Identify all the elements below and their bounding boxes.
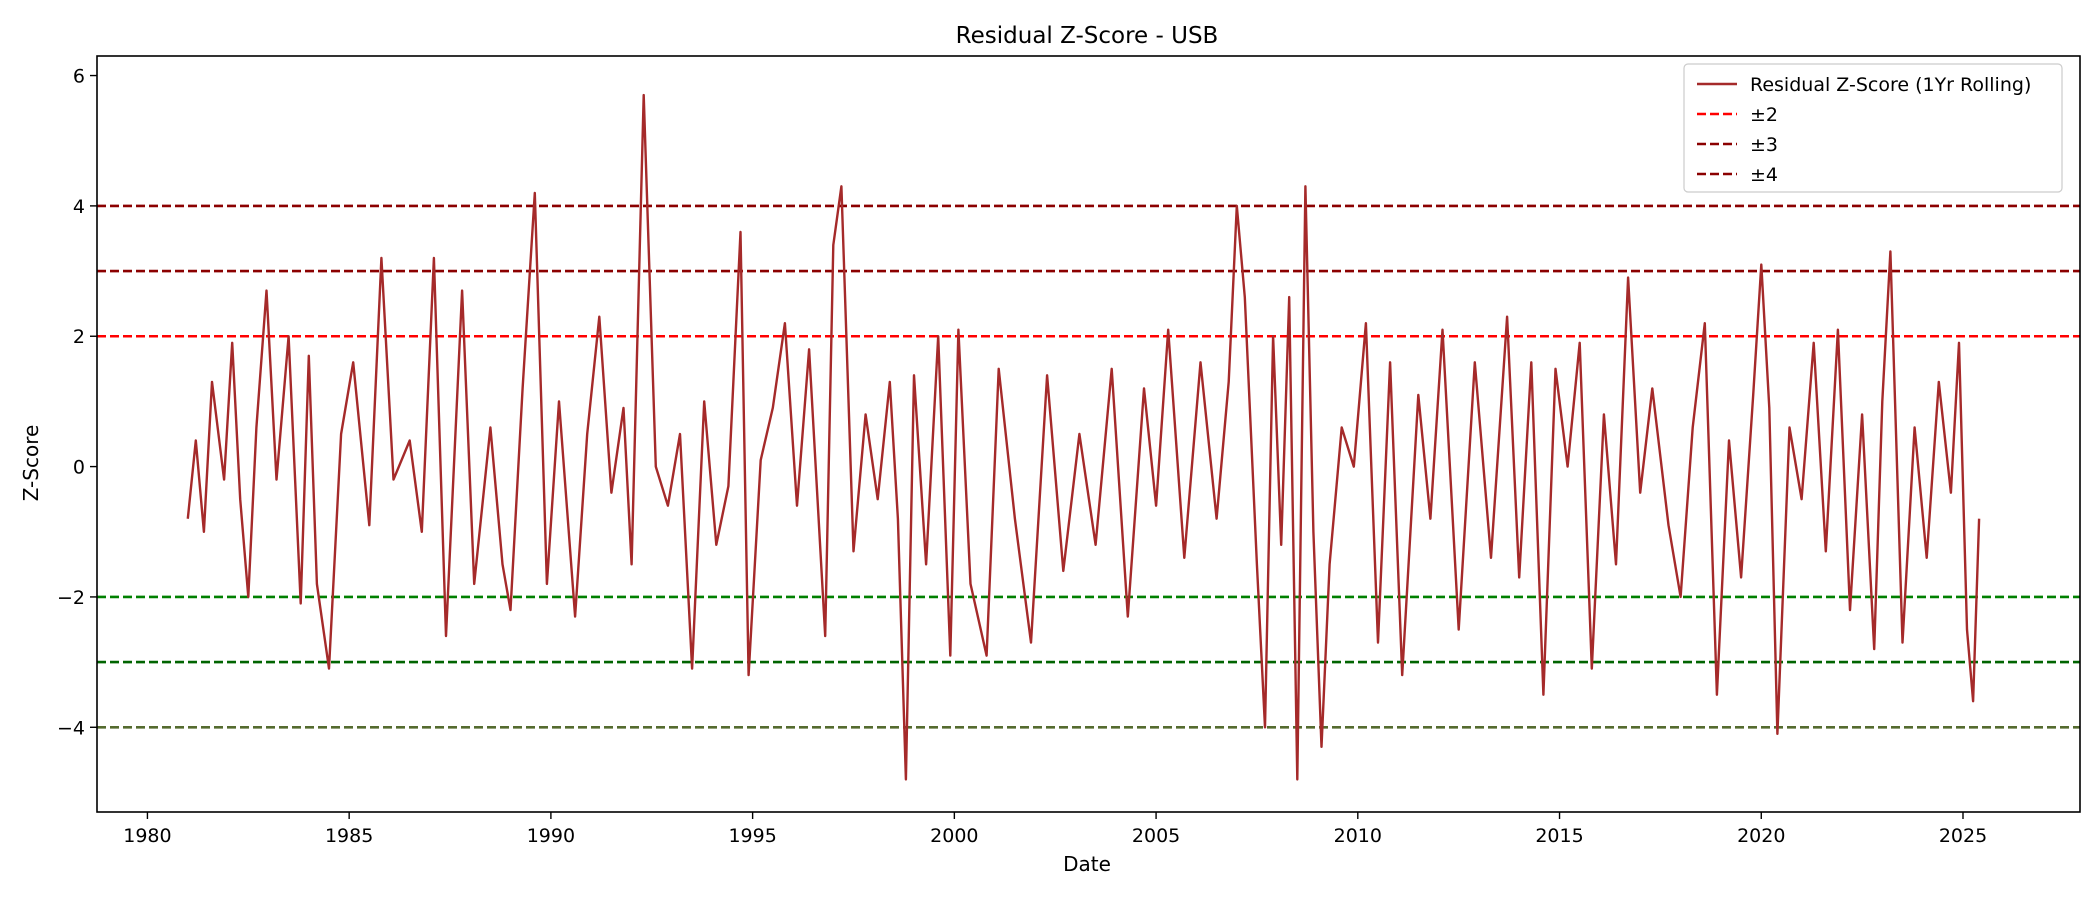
legend-label: ±3 bbox=[1750, 134, 1778, 156]
x-tick-label: 2020 bbox=[1737, 825, 1785, 847]
chart-title: Residual Z-Score - USB bbox=[956, 23, 1219, 49]
x-tick-label: 2005 bbox=[1132, 825, 1180, 847]
y-axis-label: Z-Score bbox=[19, 425, 43, 502]
x-tick-label: 2000 bbox=[930, 825, 978, 847]
x-axis-label: Date bbox=[1063, 852, 1111, 876]
y-tick-label: 0 bbox=[73, 457, 85, 479]
y-tick-label: 4 bbox=[73, 196, 85, 218]
legend-label: ±4 bbox=[1750, 164, 1778, 186]
x-tick-label: 2025 bbox=[1939, 825, 1987, 847]
legend-label: Residual Z-Score (1Yr Rolling) bbox=[1750, 74, 2031, 96]
x-tick-label: 2010 bbox=[1334, 825, 1382, 847]
x-tick-label: 1990 bbox=[527, 825, 575, 847]
plot-area: 1980 1985 1990 1995 2000 2005 2010 2015 2020 2025… bbox=[57, 55, 2081, 847]
x-tick-label: 1995 bbox=[728, 825, 776, 847]
legend-box bbox=[1683, 63, 2063, 193]
y-tick-label: 6 bbox=[73, 66, 85, 88]
series-line bbox=[186, 93, 1981, 781]
y-tick-label: −4 bbox=[57, 717, 85, 739]
x-tick-label: 2015 bbox=[1535, 825, 1583, 847]
legend: Residual Z-Score (1Yr Rolling) ±2 ±3 ±4 bbox=[1683, 63, 2063, 193]
x-tick-label: 1985 bbox=[325, 825, 373, 847]
legend-label: ±2 bbox=[1750, 104, 1778, 126]
plot-frame bbox=[96, 55, 2081, 813]
y-tick-label: 2 bbox=[73, 326, 85, 348]
y-tick-label: −2 bbox=[57, 587, 85, 609]
x-tick-label: 1980 bbox=[123, 825, 171, 847]
